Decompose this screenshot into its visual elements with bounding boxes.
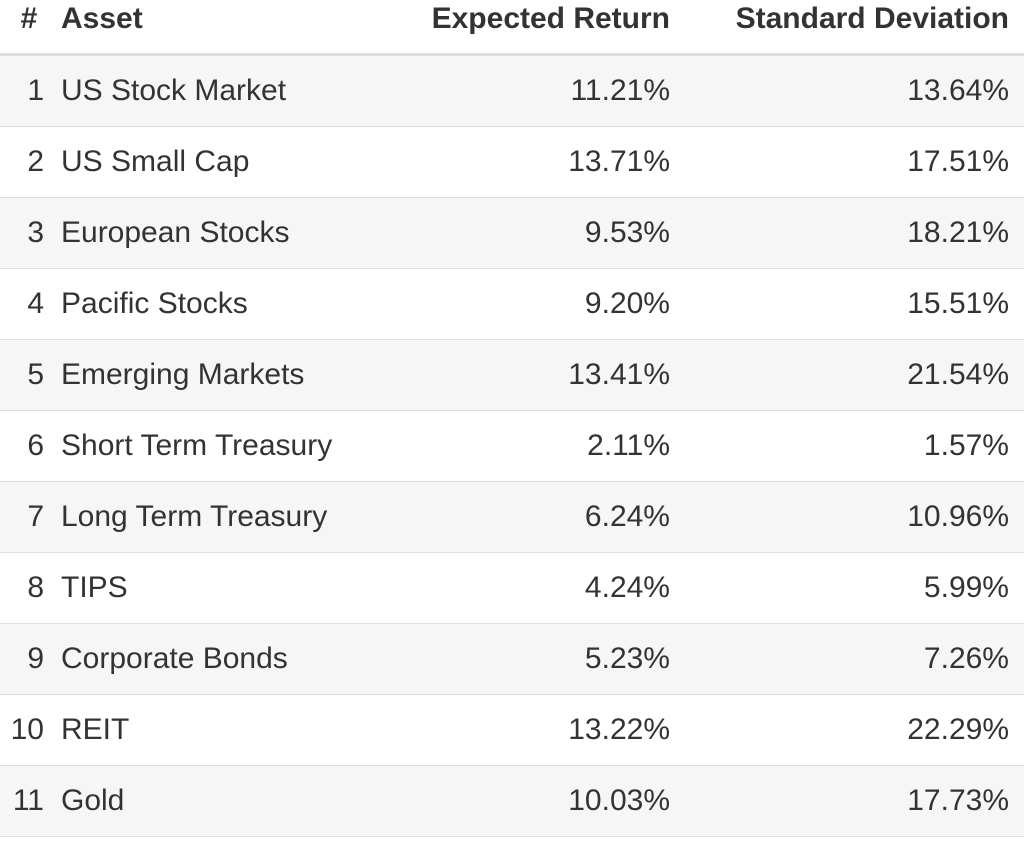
table-row: 2 US Small Cap 13.71% 17.51% <box>0 127 1024 198</box>
row-asset: Pacific Stocks <box>61 287 248 320</box>
row-standard-deviation: 1.57% <box>923 429 1009 462</box>
row-expected-return: 4.24% <box>584 571 670 604</box>
row-standard-deviation: 17.73% <box>907 784 1009 817</box>
row-standard-deviation: 15.51% <box>907 287 1009 320</box>
row-asset: Long Term Treasury <box>61 500 328 533</box>
row-asset: REIT <box>61 713 130 746</box>
row-asset: Short Term Treasury <box>61 429 333 462</box>
header-asset[interactable]: Asset <box>61 2 143 35</box>
row-expected-return: 13.71% <box>568 145 670 178</box>
row-num: 7 <box>27 500 44 533</box>
row-num: 5 <box>27 358 44 391</box>
row-asset: European Stocks <box>61 216 290 249</box>
table-row: 10 REIT 13.22% 22.29% <box>0 695 1024 766</box>
row-standard-deviation: 7.26% <box>923 642 1009 675</box>
table-row: 3 European Stocks 9.53% 18.21% <box>0 198 1024 269</box>
table-row: 5 Emerging Markets 13.41% 21.54% <box>0 340 1024 411</box>
row-num: 9 <box>27 642 44 675</box>
row-asset: TIPS <box>61 571 128 604</box>
row-standard-deviation: 18.21% <box>907 216 1009 249</box>
row-expected-return: 13.41% <box>568 358 670 391</box>
row-expected-return: 13.22% <box>568 713 670 746</box>
row-standard-deviation: 10.96% <box>907 500 1009 533</box>
row-standard-deviation: 5.99% <box>923 571 1009 604</box>
row-standard-deviation: 17.51% <box>907 145 1009 178</box>
row-standard-deviation: 13.64% <box>907 74 1009 107</box>
table-row: 6 Short Term Treasury 2.11% 1.57% <box>0 411 1024 482</box>
row-expected-return: 9.20% <box>584 287 670 320</box>
row-num: 4 <box>27 287 44 320</box>
row-num: 1 <box>27 74 44 107</box>
row-asset: Emerging Markets <box>61 358 305 391</box>
row-asset: Gold <box>61 784 125 817</box>
row-expected-return: 11.21% <box>570 74 670 107</box>
row-standard-deviation: 21.54% <box>907 358 1009 391</box>
header-standard-deviation[interactable]: Standard Deviation <box>735 2 1009 35</box>
table-row: 1 US Stock Market 11.21% 13.64% <box>0 56 1024 127</box>
row-expected-return: 2.11% <box>587 429 670 462</box>
header-expected-return[interactable]: Expected Return <box>431 2 670 35</box>
table-row: 9 Corporate Bonds 5.23% 7.26% <box>0 624 1024 695</box>
row-asset: US Small Cap <box>61 145 250 178</box>
row-num: 8 <box>27 571 44 604</box>
row-num: 6 <box>27 429 44 462</box>
table-row: 8 TIPS 4.24% 5.99% <box>0 553 1024 624</box>
header-num[interactable]: # <box>20 2 38 35</box>
table-row: 11 Gold 10.03% 17.73% <box>0 766 1024 837</box>
row-expected-return: 10.03% <box>568 784 670 817</box>
table-header-row: # Asset Expected Return Standard Deviati… <box>0 0 1024 56</box>
row-expected-return: 5.23% <box>584 642 670 675</box>
row-asset: Corporate Bonds <box>61 642 288 675</box>
table-row: 7 Long Term Treasury 6.24% 10.96% <box>0 482 1024 553</box>
row-num: 3 <box>27 216 44 249</box>
table-row: 4 Pacific Stocks 9.20% 15.51% <box>0 269 1024 340</box>
row-expected-return: 9.53% <box>584 216 670 249</box>
table-body: 1 US Stock Market 11.21% 13.64% 2 US Small Ca… <box>0 56 1024 837</box>
row-asset: US Stock Market <box>61 74 287 107</box>
row-expected-return: 6.24% <box>584 500 670 533</box>
row-num: 10 <box>10 713 44 746</box>
row-num: 11 <box>12 784 44 817</box>
row-num: 2 <box>27 145 44 178</box>
row-standard-deviation: 22.29% <box>907 713 1009 746</box>
